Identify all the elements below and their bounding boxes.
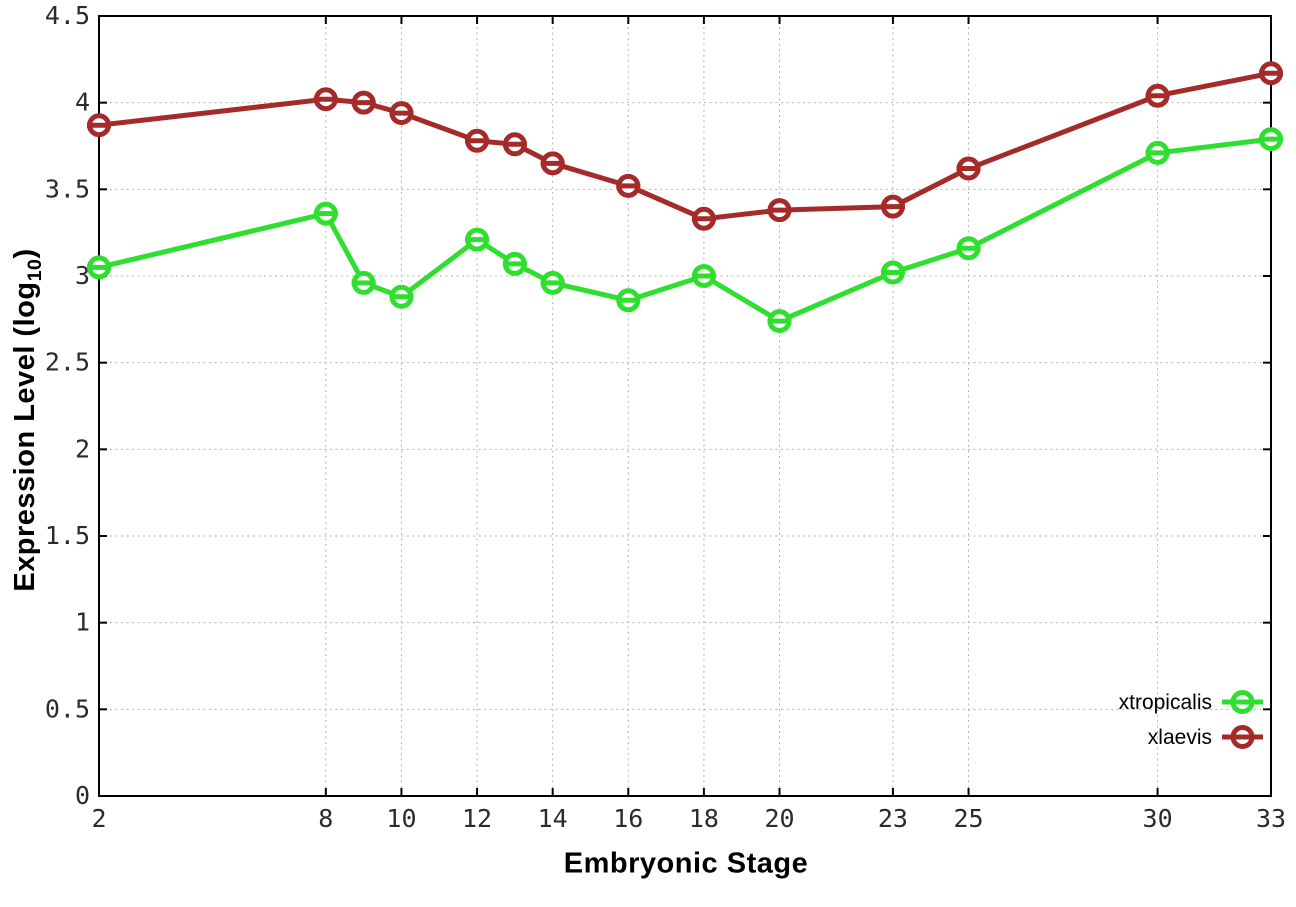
y-tick-label: 3 (75, 261, 90, 290)
x-tick-label: 16 (613, 804, 643, 833)
x-tick-label: 25 (953, 804, 983, 833)
y-tick-label: 4 (75, 88, 90, 117)
legend-label-xtropicalis: xtropicalis (1119, 691, 1212, 714)
y-tick-label: 0.5 (45, 694, 90, 723)
y-tick-label: 2 (75, 434, 90, 463)
x-tick-label: 20 (764, 804, 794, 833)
legend-label-xlaevis: xlaevis (1148, 726, 1212, 749)
x-tick-label: 18 (689, 804, 719, 833)
x-tick-label: 12 (462, 804, 492, 833)
y-tick-label: 3.5 (45, 174, 90, 203)
y-tick-label: 1 (75, 608, 90, 637)
y-tick-label: 4.5 (45, 1, 90, 30)
y-tick-label: 2.5 (45, 348, 90, 377)
plot-border (98, 15, 1272, 797)
x-tick-label: 30 (1143, 804, 1173, 833)
x-tick-label: 33 (1256, 804, 1286, 833)
x-axis-title: Embryonic Stage (563, 847, 809, 880)
x-tick-label: 23 (878, 804, 908, 833)
series-line-xlaevis (98, 70, 1272, 222)
x-tick-label: 2 (91, 804, 106, 833)
y-tick-label: 0 (75, 781, 90, 810)
x-tick-label: 14 (538, 804, 568, 833)
series-line-xtropicalis (98, 136, 1272, 324)
x-tick-label: 10 (386, 804, 416, 833)
y-tick-label: 1.5 (45, 521, 90, 550)
x-tick-label: 8 (318, 804, 333, 833)
